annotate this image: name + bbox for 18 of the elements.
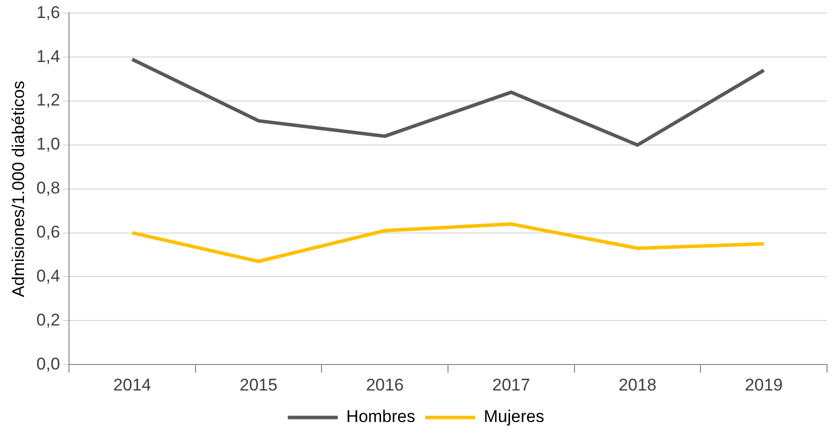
x-tick-label: 2018 — [618, 375, 656, 394]
y-tick-label: 0,6 — [36, 222, 60, 242]
y-tick-label: 1,4 — [36, 46, 60, 66]
y-tick-label: 0,0 — [36, 354, 60, 374]
x-tick-label: 2019 — [744, 375, 783, 394]
x-tick-label: 2016 — [366, 375, 404, 394]
y-tick-label: 1,6 — [36, 2, 60, 22]
y-tick-label: 0,8 — [36, 178, 60, 198]
legend-label: Mujeres — [484, 407, 544, 426]
x-tick-label: 2014 — [113, 375, 152, 394]
legend-label: Hombres — [346, 407, 416, 426]
y-tick-label: 1,0 — [36, 134, 60, 154]
y-tick-label: 0,4 — [36, 266, 60, 286]
x-tick-label: 2015 — [240, 375, 278, 394]
y-tick-label: 0,2 — [36, 310, 60, 330]
y-axis-title: Admisiones/1.000 diabéticos — [8, 80, 28, 298]
x-tick-label: 2017 — [492, 375, 530, 394]
y-tick-label: 1,2 — [36, 90, 60, 110]
